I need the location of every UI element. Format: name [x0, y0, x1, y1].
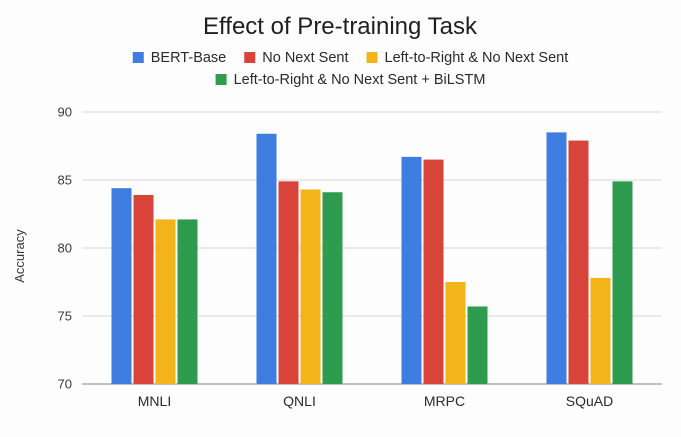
bar-mrpc-series-1: [401, 156, 422, 384]
bar-mrpc-series-4: [467, 306, 488, 384]
y-axis-ticks: 70 75 80 85 90: [58, 105, 72, 392]
legend-swatch: [132, 52, 144, 63]
bar-squad-series-4: [612, 181, 633, 384]
bar-mrpc-series-2: [423, 159, 444, 384]
bar-mnli-series-3: [155, 219, 176, 384]
bar-qnli-series-4: [322, 192, 343, 384]
bars: [111, 132, 633, 384]
legend: BERT-Base No Next Sent Left-to-Right & No …: [132, 50, 569, 88]
x-tick-label: SQuAD: [566, 393, 613, 409]
bar-qnli-series-3: [300, 189, 321, 384]
legend-swatch: [366, 52, 378, 63]
legend-label: BERT-Base: [151, 50, 227, 66]
bar-qnli-series-2: [278, 181, 299, 384]
y-tick-label: 90: [58, 105, 72, 120]
chart-title: Effect of Pre-training Task: [203, 13, 478, 40]
legend-label: Left-to-Right & No Next Sent + BiLSTM: [234, 72, 486, 88]
y-axis-label: Accuracy: [12, 229, 27, 283]
x-tick-label: MRPC: [424, 393, 465, 409]
x-tick-label: QNLI: [283, 393, 316, 409]
bar-mnli-series-4: [177, 219, 198, 384]
y-tick-label: 85: [58, 173, 72, 188]
bar-qnli-series-1: [256, 133, 277, 384]
y-tick-label: 80: [58, 241, 72, 256]
legend-swatch: [244, 52, 256, 63]
legend-swatch: [215, 74, 227, 85]
bar-squad-series-3: [590, 277, 611, 384]
y-tick-label: 75: [58, 309, 72, 324]
bar-mnli-series-2: [133, 194, 154, 384]
legend-label: No Next Sent: [262, 50, 348, 66]
x-tick-label: MNLI: [138, 393, 171, 409]
bar-squad-series-2: [568, 140, 589, 384]
bar-mrpc-series-3: [445, 282, 466, 384]
bar-mnli-series-1: [111, 188, 132, 384]
legend-label: Left-to-Right & No Next Sent: [385, 50, 569, 66]
y-tick-label: 70: [58, 377, 72, 392]
x-axis-labels: MNLI QNLI MRPC SQuAD: [138, 393, 613, 409]
bar-squad-series-1: [546, 132, 567, 384]
